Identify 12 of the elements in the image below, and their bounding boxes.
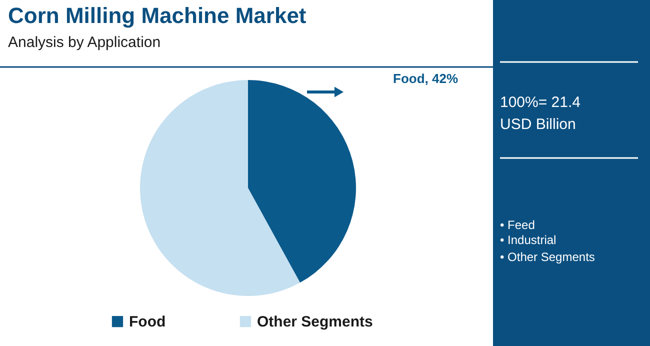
pie-slice: [248, 80, 356, 283]
text: • Industrial: [500, 233, 556, 247]
text: • Feed: [500, 218, 535, 232]
legend-label: Other Segments: [257, 314, 373, 331]
pie-slice: [140, 80, 300, 296]
legend-label: Food: [129, 314, 166, 331]
chart-title: Corn Milling Machine Market: [8, 3, 307, 28]
text: 100%= 21.4: [500, 94, 580, 111]
text: USD Billion: [500, 116, 576, 133]
data-label: Food, 42%: [393, 71, 458, 86]
text: • Other Segments: [500, 250, 595, 264]
chart-subtitle: Analysis by Application: [8, 34, 161, 51]
